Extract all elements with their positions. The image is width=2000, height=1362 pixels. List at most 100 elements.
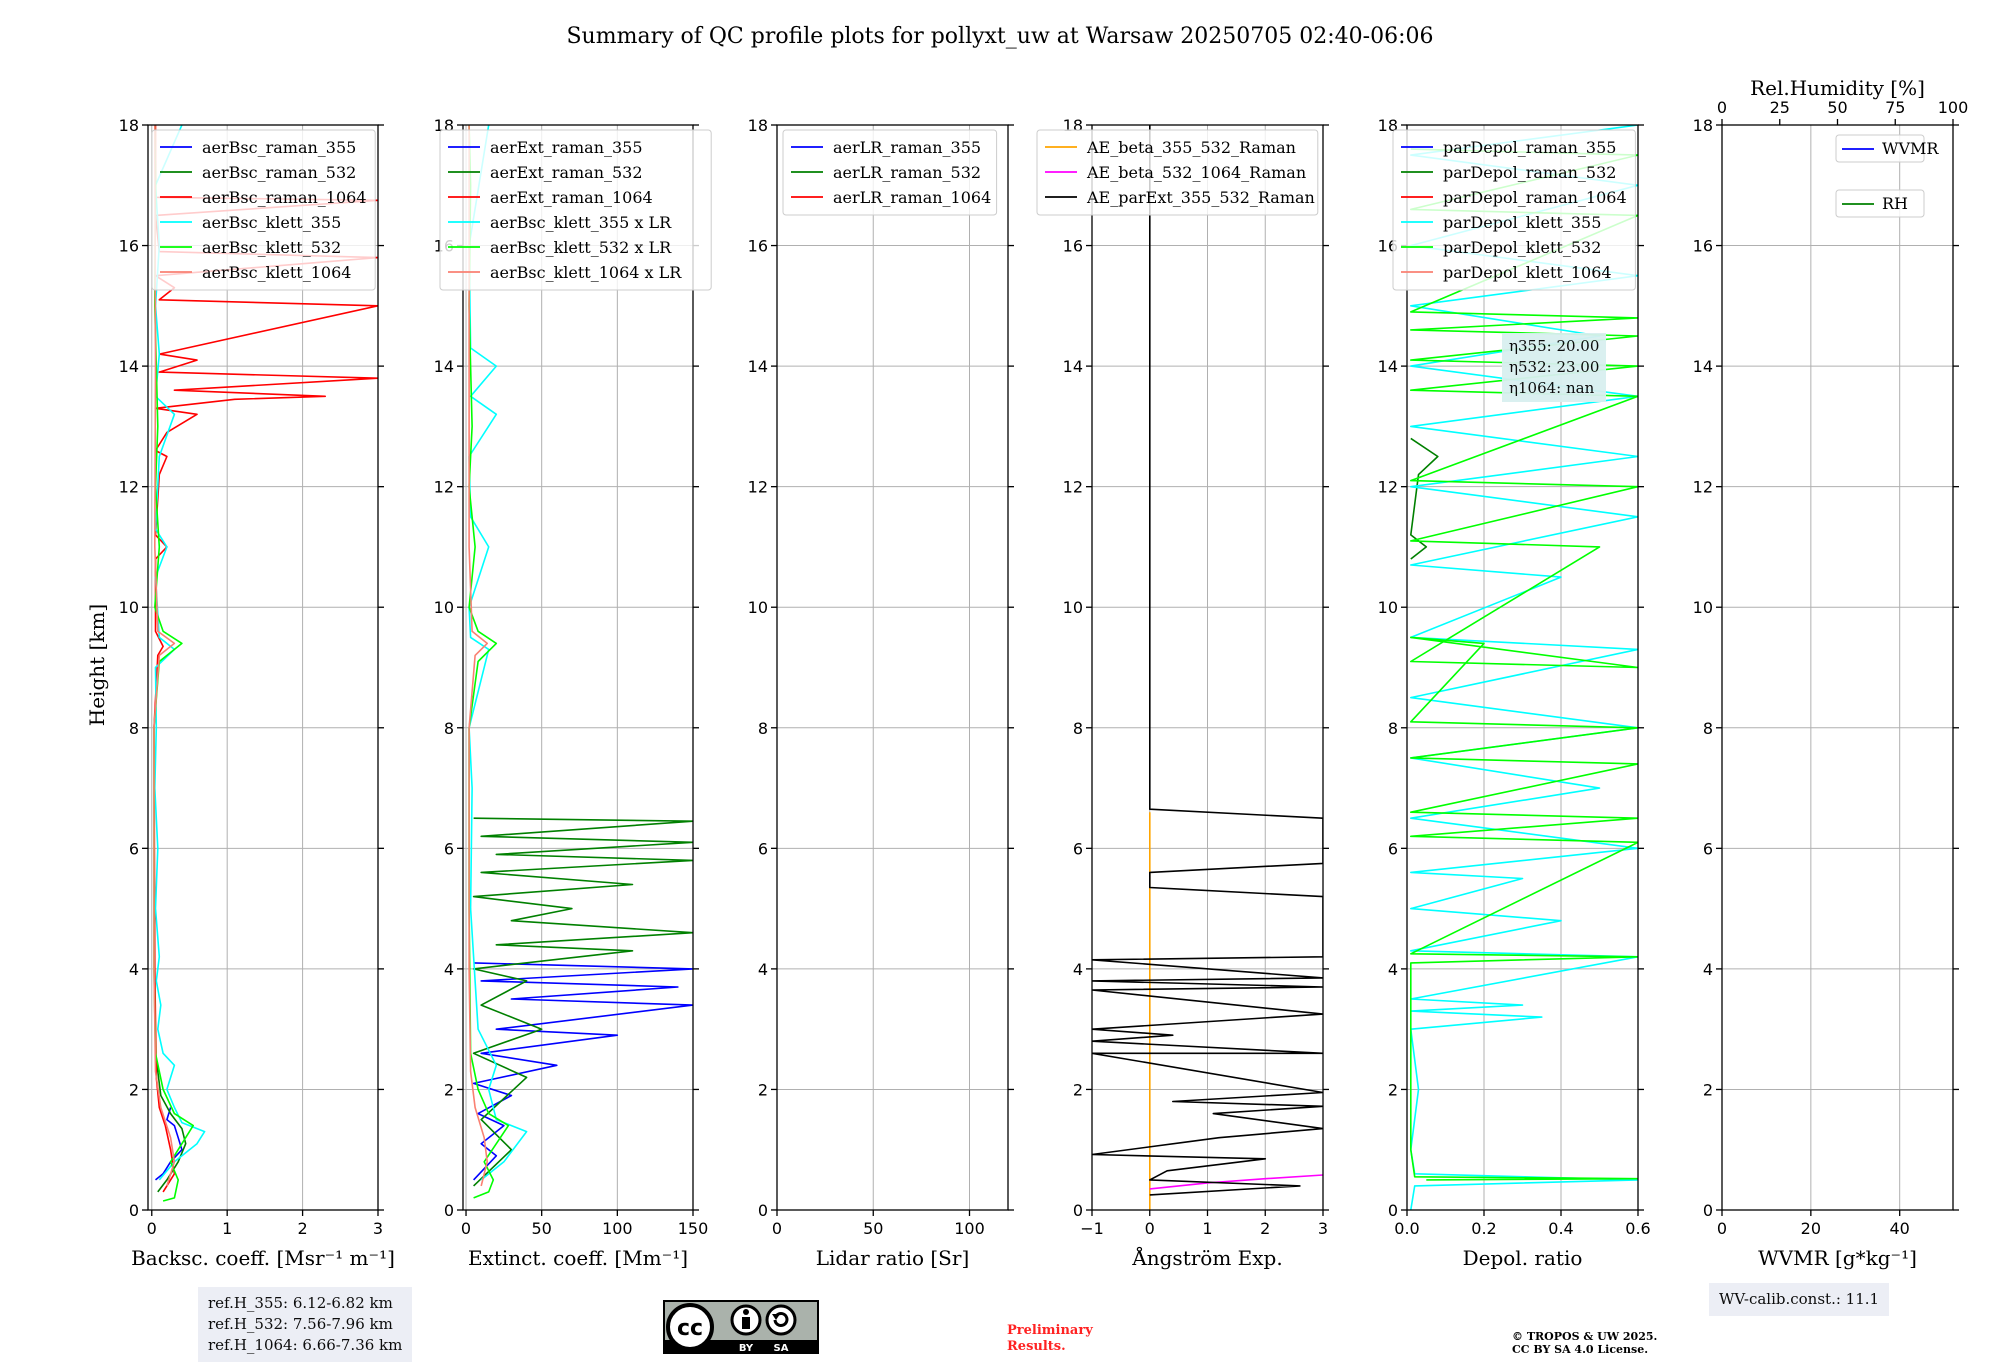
y-tick-label: 0 (1388, 1201, 1398, 1220)
y-tick-label: 0 (129, 1201, 139, 1220)
legend-label: aerLR_raman_532 (833, 163, 981, 182)
y-tick-label: 18 (1693, 116, 1713, 135)
legend-label: aerExt_raman_1064 (490, 188, 653, 207)
x-tick-label: 0.4 (1548, 1219, 1573, 1238)
height-axis-label: Height [km] (85, 604, 109, 726)
y-tick-label: 10 (1063, 598, 1083, 617)
x-tick-label: 0 (461, 1219, 471, 1238)
axes-frame (1721, 124, 1954, 1211)
y-tick-label: 14 (1063, 357, 1083, 376)
y-tick-label: 18 (119, 116, 139, 135)
top-tick-label: 25 (1770, 98, 1790, 117)
legend-label: aerBsc_raman_532 (202, 163, 356, 182)
legend-label: aerBsc_raman_1064 (202, 188, 367, 207)
copyright-line-2: CC BY SA 4.0 License. (1512, 1343, 1648, 1356)
series-line-aerBsc_raman_355 (154, 1107, 183, 1181)
legend-box (1835, 134, 1925, 163)
y-tick-label: 12 (119, 478, 139, 497)
cc-logo-text: cc (677, 1316, 703, 1341)
y-tick-label: 6 (1703, 839, 1713, 858)
y-tick-label: 8 (129, 719, 139, 738)
legend-label: parDepol_raman_532 (1443, 163, 1616, 182)
y-tick-label: 12 (434, 478, 454, 497)
refh-532: ref.H_532: 7.56-7.96 km (208, 1315, 393, 1333)
refh-355: ref.H_355: 6.12-6.82 km (208, 1294, 393, 1312)
x-tick-label: 1 (1202, 1219, 1212, 1238)
y-tick-label: 2 (1388, 1080, 1398, 1099)
y-tick-label: 2 (1073, 1080, 1083, 1099)
x-tick-label: 150 (678, 1219, 709, 1238)
x-axis-label: Ångström Exp. (1131, 1245, 1282, 1270)
x-tick-label: 0.0 (1394, 1219, 1419, 1238)
y-tick-label: 16 (1693, 237, 1713, 256)
eta-532: η532: 23.00 (1509, 358, 1600, 376)
x-tick-label: 0 (1717, 1219, 1727, 1238)
legend-label: aerLR_raman_355 (833, 138, 981, 157)
axes-frame (1406, 124, 1639, 1211)
x-tick-label: 100 (954, 1219, 985, 1238)
copyright-line-1: © TROPOS & UW 2025. (1512, 1330, 1657, 1343)
legend-label: AE_beta_532_1064_Raman (1086, 163, 1306, 182)
by-text: BY (739, 1343, 754, 1354)
x-axis-label: Backsc. coeff. [Msr⁻¹ m⁻¹] (131, 1246, 395, 1270)
top-tick-label: 100 (1938, 98, 1969, 117)
y-tick-label: 10 (434, 598, 454, 617)
legend-label: aerBsc_klett_1064 (202, 263, 351, 282)
x-tick-label: 40 (1890, 1219, 1910, 1238)
axes-frame (776, 124, 1009, 1211)
y-tick-label: 6 (444, 839, 454, 858)
x-tick-label: 100 (602, 1219, 633, 1238)
y-tick-label: 10 (1378, 598, 1398, 617)
legend-label: aerBsc_raman_355 (202, 138, 356, 157)
y-tick-label: 18 (748, 116, 768, 135)
y-tick-label: 4 (1703, 960, 1713, 979)
y-tick-label: 12 (1063, 478, 1083, 497)
x-tick-label: −1 (1080, 1219, 1104, 1238)
y-tick-label: 10 (748, 598, 768, 617)
y-tick-label: 6 (758, 839, 768, 858)
series-line-AE_beta_532_1064_Raman (1149, 1174, 1323, 1190)
legend-label: aerBsc_klett_532 x LR (490, 238, 672, 257)
y-tick-label: 14 (434, 357, 454, 376)
eta-box: η355: 20.00 η532: 23.00 η1064: nan (1502, 333, 1607, 402)
legend-label: parDepol_klett_532 (1443, 238, 1601, 257)
y-tick-label: 14 (1693, 357, 1713, 376)
legend-label: AE_beta_355_532_Raman (1086, 138, 1296, 157)
x-tick-label: 0 (147, 1219, 157, 1238)
x-tick-label: 0.6 (1625, 1219, 1650, 1238)
y-tick-label: 8 (1073, 719, 1083, 738)
legend-label: aerBsc_klett_1064 x LR (490, 263, 682, 282)
x-tick-label: 2 (297, 1219, 307, 1238)
y-tick-label: 0 (1073, 1201, 1083, 1220)
y-tick-label: 8 (444, 719, 454, 738)
wv-calib-text: WV-calib.const.: 11.1 (1719, 1290, 1880, 1308)
legend-box (1392, 129, 1636, 291)
legend-label: aerBsc_klett_355 x LR (490, 213, 672, 232)
legend-label: parDepol_klett_355 (1443, 213, 1601, 232)
x-tick-label: 2 (1260, 1219, 1270, 1238)
y-tick-label: 6 (129, 839, 139, 858)
x-tick-label: 0.2 (1471, 1219, 1496, 1238)
series-line-aerBsc_klett_1064 x LR (468, 125, 489, 1187)
preliminary-line-2: Results. (1007, 1339, 1066, 1354)
x-axis-label: WVMR [g*kg⁻¹] (1758, 1246, 1917, 1270)
y-tick-label: 14 (748, 357, 768, 376)
top-axis-label: Rel.Humidity [%] (1750, 76, 1925, 100)
series-line-aerBsc_klett_1064 (153, 125, 176, 1187)
y-tick-label: 4 (1388, 960, 1398, 979)
series-group (468, 125, 693, 1199)
eta-1064: η1064: nan (1509, 379, 1595, 397)
legend-label: parDepol_klett_1064 (1443, 263, 1612, 282)
x-tick-label: 0 (772, 1219, 782, 1238)
y-tick-label: 12 (1378, 478, 1398, 497)
y-tick-label: 14 (119, 357, 139, 376)
refh-1064: ref.H_1064: 6.66-7.36 km (208, 1336, 403, 1354)
top-tick-label: 75 (1885, 98, 1905, 117)
y-tick-label: 18 (1378, 116, 1398, 135)
legend-label: aerExt_raman_532 (490, 163, 643, 182)
sa-text: SA (774, 1343, 789, 1354)
